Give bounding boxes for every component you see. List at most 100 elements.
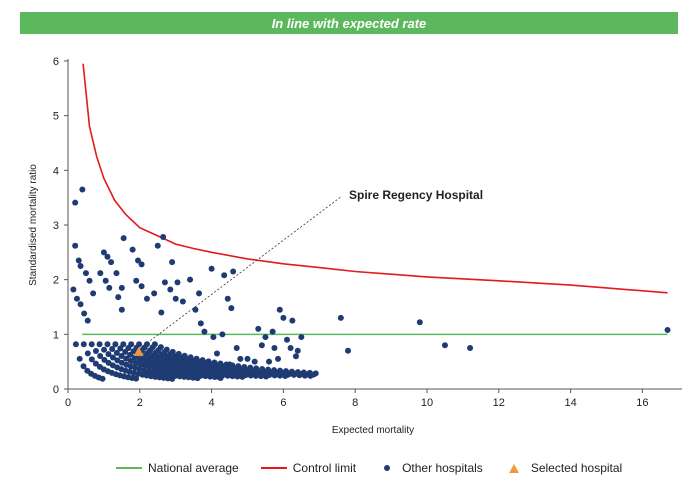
- other-hospital-point: [283, 336, 290, 343]
- other-hospital-point: [72, 341, 79, 348]
- y-tick-label: 6: [53, 56, 59, 68]
- other-hospital-point: [146, 360, 153, 367]
- other-hospital-point: [253, 365, 260, 372]
- other-hospital-point: [287, 344, 294, 351]
- other-hospital-point: [99, 375, 106, 382]
- legend-label-control-limit: Control limit: [292, 461, 357, 475]
- other-hospital-point: [143, 341, 150, 348]
- other-hospital-point: [312, 370, 319, 377]
- other-hospital-point: [337, 314, 344, 321]
- y-tick-label: 4: [53, 165, 59, 177]
- other-hospital-point: [298, 334, 305, 341]
- other-hospital-point: [172, 295, 179, 302]
- other-hospital-point: [76, 355, 83, 362]
- other-hospital-point: [151, 290, 158, 297]
- other-hospital-point: [196, 290, 203, 297]
- x-tick-label: 10: [421, 397, 433, 409]
- other-hospital-point: [217, 375, 224, 382]
- other-hospital-point: [129, 246, 136, 253]
- chart-legend: National average Control limit Other hos…: [116, 459, 676, 477]
- other-hospital-point: [211, 359, 218, 366]
- legend-item-national-average: National average: [116, 461, 239, 475]
- other-hospital-point: [664, 326, 671, 333]
- other-hospital-point: [266, 358, 273, 365]
- other-hospital-point: [88, 341, 95, 348]
- other-hospital-point: [77, 301, 84, 308]
- other-hospital-point: [104, 253, 111, 260]
- x-tick-label: 12: [493, 397, 505, 409]
- other-hospital-point: [289, 317, 296, 324]
- other-hospital-point: [102, 277, 109, 284]
- other-hospital-point: [265, 366, 272, 373]
- other-hospital-point: [70, 286, 77, 293]
- other-hospital-point: [80, 363, 87, 370]
- other-hospital-point: [160, 234, 167, 241]
- other-hospital-point: [123, 355, 130, 362]
- other-hospital-point: [208, 265, 215, 272]
- other-hospital-point: [235, 363, 242, 370]
- y-tick-label: 1: [53, 329, 59, 341]
- other-hospital-point: [221, 272, 228, 279]
- x-tick-label: 2: [137, 397, 143, 409]
- annotation-leader-line: [140, 195, 343, 349]
- y-axis-title: Standardised mortality ratio: [28, 164, 39, 286]
- other-hospital-point: [127, 357, 134, 364]
- x-tick-label: 4: [209, 397, 215, 409]
- other-hospital-point: [75, 257, 82, 264]
- y-tick-label: 3: [53, 220, 59, 232]
- other-hospital-point: [106, 284, 113, 291]
- other-hospital-point: [158, 309, 165, 316]
- other-hospital-point: [138, 261, 145, 268]
- other-hospital-point: [197, 320, 204, 327]
- other-hospital-point: [109, 345, 116, 352]
- legend-label-other-hospitals: Other hospitals: [402, 461, 483, 475]
- other-hospital-point: [154, 242, 161, 249]
- other-hospital-point: [128, 341, 135, 348]
- other-hospital-point: [175, 350, 182, 357]
- other-hospital-point: [109, 354, 116, 361]
- other-hospital-point: [193, 355, 200, 362]
- other-hospital-point: [81, 310, 88, 317]
- other-hospital-point: [104, 341, 111, 348]
- x-axis-title: Expected mortality: [332, 425, 414, 436]
- other-hospital-point: [345, 347, 352, 354]
- legend-swatch-national-average: [116, 467, 142, 469]
- other-hospital-point: [467, 344, 474, 351]
- legend-item-selected-hospital: Selected hospital: [505, 461, 622, 475]
- other-hospital-point: [300, 369, 307, 376]
- other-hospital-point: [115, 294, 122, 301]
- other-hospital-point: [292, 353, 299, 360]
- other-hospital-point: [72, 242, 79, 249]
- other-hospital-point: [288, 368, 295, 375]
- other-hospital-point: [96, 341, 103, 348]
- x-tick-label: 14: [564, 397, 576, 409]
- other-hospital-point: [117, 345, 124, 352]
- other-hospital-point: [138, 283, 145, 290]
- other-hospital-point: [187, 276, 194, 283]
- other-hospital-point: [92, 360, 99, 367]
- other-hospital-point: [237, 355, 244, 362]
- other-hospital-point: [88, 356, 95, 363]
- other-hospital-point: [187, 354, 194, 361]
- other-hospital-point: [201, 328, 208, 335]
- other-hospital-point: [105, 351, 112, 358]
- legend-swatch-control-limit: [260, 467, 287, 469]
- other-hospital-point: [113, 349, 120, 356]
- other-hospital-point: [114, 357, 121, 364]
- other-hospital-point: [262, 334, 269, 341]
- other-hospital-point: [143, 295, 150, 302]
- other-hospital-point: [132, 359, 139, 366]
- other-hospital-point: [441, 342, 448, 349]
- other-hospital-point: [84, 317, 91, 324]
- other-hospital-point: [217, 360, 224, 367]
- other-hospital-point: [133, 375, 140, 382]
- other-hospital-point: [210, 334, 217, 341]
- other-hospital-point: [146, 364, 153, 371]
- x-tick-label: 6: [280, 397, 286, 409]
- other-hospital-point: [80, 341, 87, 348]
- other-hospital-point: [141, 363, 148, 370]
- other-hospital-point: [97, 353, 104, 360]
- other-hospital-point: [275, 355, 282, 362]
- status-banner-text: In line with expected rate: [271, 15, 427, 31]
- other-hospital-point: [112, 341, 119, 348]
